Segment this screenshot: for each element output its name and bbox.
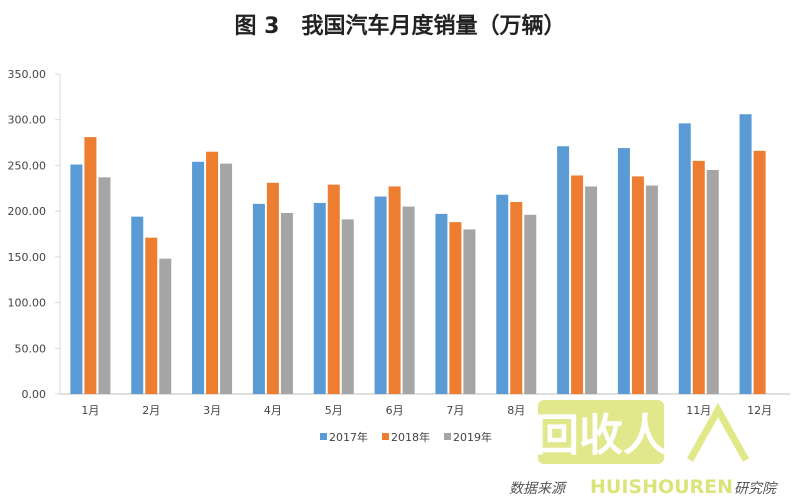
x-tick-label: 4月 (264, 404, 282, 417)
bar-2019年-10月 (645, 185, 658, 394)
bar-series (70, 114, 766, 395)
bar-2019年-5月 (341, 219, 354, 394)
bar-2019年-6月 (402, 206, 415, 394)
bar-2017年-4月 (252, 203, 265, 394)
legend-swatch (320, 433, 327, 440)
bar-2017年-7月 (435, 213, 448, 394)
x-tick-label: 1月 (81, 404, 99, 417)
bar-2017年-5月 (313, 202, 326, 394)
x-tick-label: 3月 (203, 404, 221, 417)
person-icon (686, 402, 750, 462)
bar-2017年-12月 (739, 114, 752, 394)
bar-2018年-12月 (753, 150, 766, 394)
y-tick-label: 100.00 (8, 297, 47, 310)
y-axis-ticks: 0.00 50.00 100.00 150.00 200.00 250.00 300.00 3… (8, 68, 60, 401)
bar-2017年-10月 (617, 148, 630, 394)
y-tick-label: 200.00 (8, 205, 47, 218)
x-tick-label: 12月 (747, 404, 772, 417)
bar-2018年-11月 (692, 160, 705, 394)
source-note-tail: 研究院 (734, 481, 778, 497)
y-tick-label: 250.00 (8, 159, 47, 172)
bar-2017年-8月 (496, 194, 509, 394)
bar-2019年-2月 (159, 258, 172, 394)
bar-2018年-8月 (510, 202, 523, 394)
legend-swatch (444, 433, 451, 440)
bar-2017年-3月 (192, 161, 205, 394)
bar-2018年-10月 (631, 176, 644, 394)
y-tick-label: 300.00 (8, 114, 47, 127)
legend-label: 2017年 (329, 430, 368, 444)
x-tick-label: 8月 (507, 404, 525, 417)
y-tick-label: 350.00 (8, 68, 47, 81)
legend: 2017年 2018年 2019年 (320, 430, 492, 444)
y-tick-label: 0.00 (22, 388, 47, 401)
bar-2018年-5月 (327, 184, 340, 394)
bar-2019年-8月 (524, 214, 537, 394)
bar-2019年-1月 (98, 177, 111, 394)
bar-2018年-4月 (266, 182, 279, 394)
watermark-box (538, 400, 664, 464)
bar-2019年-11月 (706, 170, 719, 394)
bar-2019年-4月 (280, 212, 293, 394)
x-tick-label: 11月 (686, 404, 711, 417)
bar-2018年-2月 (145, 237, 158, 394)
legend-label: 2019年 (453, 430, 492, 444)
bar-2018年-9月 (571, 175, 584, 394)
x-axis-labels: 1月 2月 3月 4月 5月 6月 7月 8月 11月 12月 (81, 404, 772, 417)
bar-2017年-6月 (374, 196, 387, 394)
x-tick-label: 2月 (142, 404, 160, 417)
bar-2019年-3月 (220, 163, 233, 394)
bar-2017年-9月 (557, 146, 570, 394)
source-note: 数据来源 (509, 481, 568, 497)
bar-2017年-2月 (131, 216, 144, 394)
bar-2018年-3月 (206, 151, 219, 394)
legend-swatch (382, 433, 389, 440)
x-tick-label: 5月 (325, 404, 343, 417)
chart-title: 图 3 我国汽车月度销量（万辆） (235, 13, 566, 39)
x-tick-label: 6月 (386, 404, 404, 417)
x-tick-label: 7月 (446, 404, 464, 417)
bar-2019年-7月 (463, 229, 476, 394)
y-tick-label: 50.00 (15, 342, 47, 355)
bar-2017年-11月 (678, 123, 691, 394)
y-tick-label: 150.00 (8, 251, 47, 264)
bar-2019年-9月 (585, 186, 598, 394)
watermark-logo: 回收人 HUISHOUREN (535, 400, 750, 498)
watermark-english: HUISHOUREN (590, 476, 733, 498)
bar-2017年-1月 (70, 164, 83, 394)
legend-label: 2018年 (391, 430, 430, 444)
bar-2018年-1月 (84, 137, 97, 395)
bar-2018年-7月 (449, 222, 462, 394)
bar-2018年-6月 (388, 186, 401, 394)
watermark-chinese: 回收人 (535, 410, 667, 461)
